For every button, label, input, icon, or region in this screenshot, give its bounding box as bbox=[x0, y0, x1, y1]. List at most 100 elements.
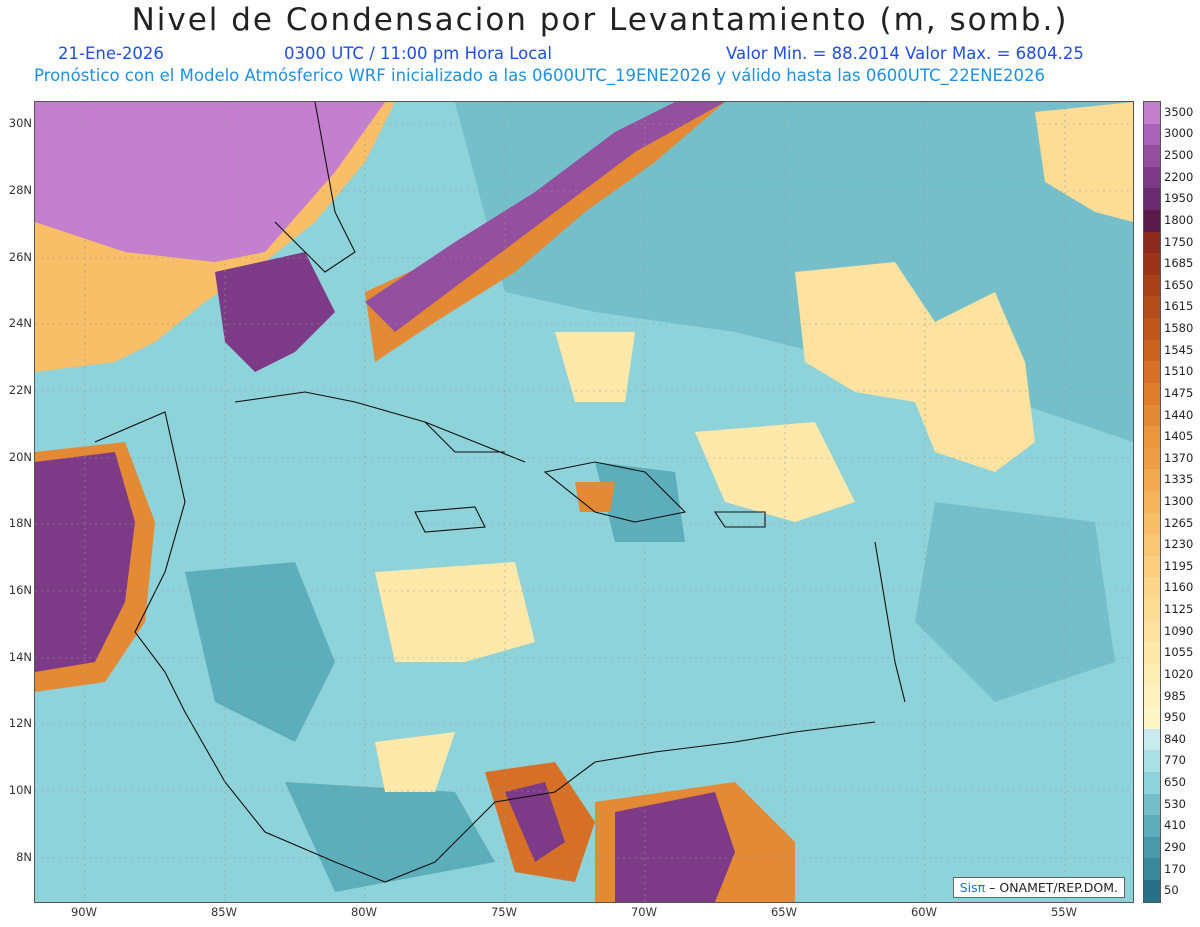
color-swatch bbox=[1144, 102, 1160, 124]
color-scale-label: 1230 bbox=[1164, 537, 1194, 552]
color-swatch bbox=[1144, 728, 1160, 751]
color-swatch bbox=[1144, 469, 1160, 491]
color-swatch bbox=[1144, 339, 1160, 362]
color-swatch bbox=[1144, 620, 1160, 643]
color-swatch bbox=[1144, 771, 1160, 794]
color-swatch bbox=[1144, 663, 1160, 686]
color-scale-label: 50 bbox=[1164, 883, 1179, 898]
color-swatch bbox=[1144, 253, 1160, 275]
lon-label: 75W bbox=[490, 905, 517, 919]
color-scale-label: 1580 bbox=[1164, 321, 1194, 336]
color-scale-label: 1125 bbox=[1164, 602, 1194, 617]
color-swatch bbox=[1144, 318, 1160, 340]
color-scale-label: 1195 bbox=[1164, 558, 1194, 573]
color-scale-label: 3000 bbox=[1164, 126, 1194, 141]
color-scale-label: 1265 bbox=[1164, 515, 1194, 530]
color-swatch bbox=[1144, 879, 1160, 902]
color-scale-label: 1950 bbox=[1164, 191, 1194, 206]
color-swatch bbox=[1144, 707, 1160, 729]
color-swatch bbox=[1144, 274, 1160, 297]
color-swatch bbox=[1144, 815, 1160, 837]
credit-org: – ONAMET/REP.DOM. bbox=[985, 880, 1118, 895]
color-scale-label: 1020 bbox=[1164, 666, 1194, 681]
lat-label: 26N bbox=[8, 250, 32, 264]
lon-label: 65W bbox=[770, 905, 797, 919]
color-swatch bbox=[1144, 404, 1160, 427]
color-scale-label: 1370 bbox=[1164, 450, 1194, 465]
color-scale-label: 1650 bbox=[1164, 277, 1194, 292]
lat-label: 16N bbox=[8, 583, 32, 597]
color-swatch bbox=[1144, 836, 1160, 859]
lat-label: 14N bbox=[8, 650, 32, 664]
color-swatch bbox=[1144, 512, 1160, 535]
color-scale-label: 985 bbox=[1164, 688, 1186, 703]
color-swatch bbox=[1144, 858, 1160, 880]
lon-label: 70W bbox=[630, 905, 657, 919]
valid-date: 21-Ene-2026 bbox=[58, 44, 164, 63]
color-scale-label: 290 bbox=[1164, 839, 1186, 854]
lon-label: 90W bbox=[70, 905, 97, 919]
color-swatch bbox=[1144, 599, 1160, 621]
lat-label: 12N bbox=[8, 716, 32, 730]
color-swatch bbox=[1144, 490, 1160, 513]
value-range: Valor Min. = 88.2014 Valor Max. = 6804.2… bbox=[726, 44, 1084, 63]
color-scale-label: 410 bbox=[1164, 818, 1186, 833]
valid-time: 0300 UTC / 11:00 pm Hora Local bbox=[284, 44, 552, 63]
lon-label: 85W bbox=[210, 905, 237, 919]
color-swatch bbox=[1144, 166, 1160, 189]
color-swatch bbox=[1144, 750, 1160, 772]
lat-label: 22N bbox=[8, 383, 32, 397]
lon-label: 60W bbox=[910, 905, 937, 919]
map-panel: Sisπ – ONAMET/REP.DOM. bbox=[34, 101, 1134, 903]
color-scale-label: 1055 bbox=[1164, 645, 1194, 660]
lcl-field bbox=[35, 102, 1133, 902]
color-scale-label: 2500 bbox=[1164, 148, 1194, 163]
color-swatch bbox=[1144, 361, 1160, 383]
color-scale-label: 1440 bbox=[1164, 407, 1194, 422]
color-scale-label: 950 bbox=[1164, 710, 1186, 725]
forecast-info: Pronóstico con el Modelo Atmósferico WRF… bbox=[34, 66, 1045, 85]
color-scale-label: 3500 bbox=[1164, 104, 1194, 119]
lat-label: 18N bbox=[8, 516, 32, 530]
color-swatch bbox=[1144, 577, 1160, 600]
lat-label: 28N bbox=[8, 183, 32, 197]
color-swatch bbox=[1144, 188, 1160, 211]
color-scale-label: 170 bbox=[1164, 861, 1186, 876]
color-swatch bbox=[1144, 231, 1160, 254]
color-scale-label: 530 bbox=[1164, 796, 1186, 811]
lon-label: 80W bbox=[350, 905, 377, 919]
color-scale-label: 650 bbox=[1164, 775, 1186, 790]
color-swatch bbox=[1144, 123, 1160, 146]
color-swatch bbox=[1144, 793, 1160, 816]
map-title: Nivel de Condensacion por Levantamiento … bbox=[131, 2, 1069, 38]
color-scale-label: 1750 bbox=[1164, 234, 1194, 249]
lat-label: 30N bbox=[8, 116, 32, 130]
color-swatch bbox=[1144, 296, 1160, 319]
credit-box: Sisπ – ONAMET/REP.DOM. bbox=[952, 877, 1125, 898]
color-scale-label: 1685 bbox=[1164, 256, 1194, 271]
color-scale-label: 1335 bbox=[1164, 472, 1194, 487]
color-scale-label: 840 bbox=[1164, 731, 1186, 746]
color-swatch bbox=[1144, 382, 1160, 405]
sispi-logo: Sisπ bbox=[959, 880, 986, 895]
color-swatch bbox=[1144, 642, 1160, 664]
color-scale-label: 1800 bbox=[1164, 212, 1194, 227]
color-scale-label: 1615 bbox=[1164, 299, 1194, 314]
color-scale-label: 1475 bbox=[1164, 385, 1194, 400]
lat-label: 10N bbox=[8, 783, 32, 797]
color-scale-label: 1300 bbox=[1164, 494, 1194, 508]
color-swatch bbox=[1144, 685, 1160, 708]
color-scale-label: 1160 bbox=[1164, 580, 1194, 595]
color-swatch bbox=[1144, 534, 1160, 556]
color-scale-label: 1510 bbox=[1164, 364, 1194, 379]
color-scale-label: 1090 bbox=[1164, 623, 1194, 638]
color-scale-label: 770 bbox=[1164, 753, 1186, 768]
lat-label: 8N bbox=[16, 850, 32, 864]
color-swatch bbox=[1144, 210, 1160, 232]
color-swatch bbox=[1144, 447, 1160, 470]
color-scale-label: 1545 bbox=[1164, 342, 1194, 357]
color-scale-label: 1405 bbox=[1164, 429, 1194, 444]
color-scale-bar bbox=[1143, 101, 1161, 903]
color-scale-label: 2200 bbox=[1164, 169, 1194, 184]
lon-label: 55W bbox=[1050, 905, 1077, 919]
